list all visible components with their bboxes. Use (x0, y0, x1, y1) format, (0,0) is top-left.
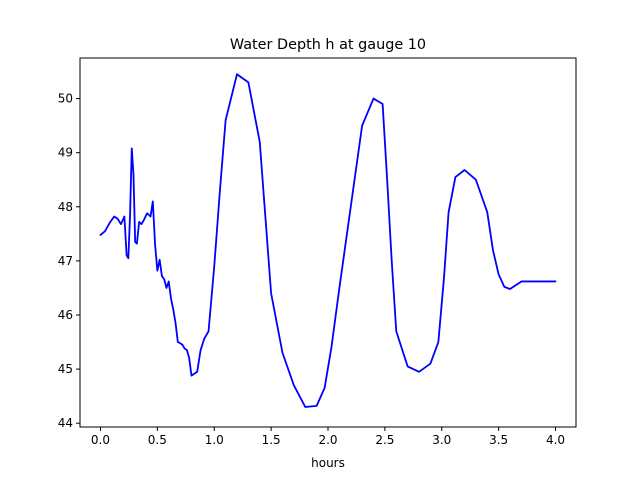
x-axis-label: hours (311, 456, 345, 470)
chart-title: Water Depth h at gauge 10 (230, 37, 426, 53)
x-tick-label: 3.0 (432, 433, 451, 447)
y-axis: 44 45 46 47 48 49 50 (58, 92, 80, 430)
y-tick-label: 44 (58, 416, 73, 430)
x-tick-label: 3.5 (489, 433, 508, 447)
y-tick-label: 46 (58, 308, 73, 322)
y-tick-label: 50 (58, 92, 73, 106)
y-tick-label: 47 (58, 254, 73, 268)
x-axis: 0.0 0.5 1.0 1.5 2.0 2.5 3.0 3.5 4.0 (91, 427, 565, 447)
y-tick-label: 45 (58, 362, 73, 376)
y-tick-label: 49 (58, 146, 73, 160)
x-tick-label: 2.0 (318, 433, 337, 447)
axes-frame (79, 57, 577, 428)
series-line-water-depth (99, 73, 557, 408)
x-tick-label: 4.0 (546, 433, 565, 447)
x-tick-label: 1.0 (205, 433, 224, 447)
x-tick-label: 0.0 (91, 433, 110, 447)
x-tick-label: 1.5 (262, 433, 281, 447)
x-tick-label: 2.5 (375, 433, 394, 447)
y-tick-label: 48 (58, 200, 73, 214)
x-tick-label: 0.5 (148, 433, 167, 447)
plot-area (99, 73, 557, 408)
